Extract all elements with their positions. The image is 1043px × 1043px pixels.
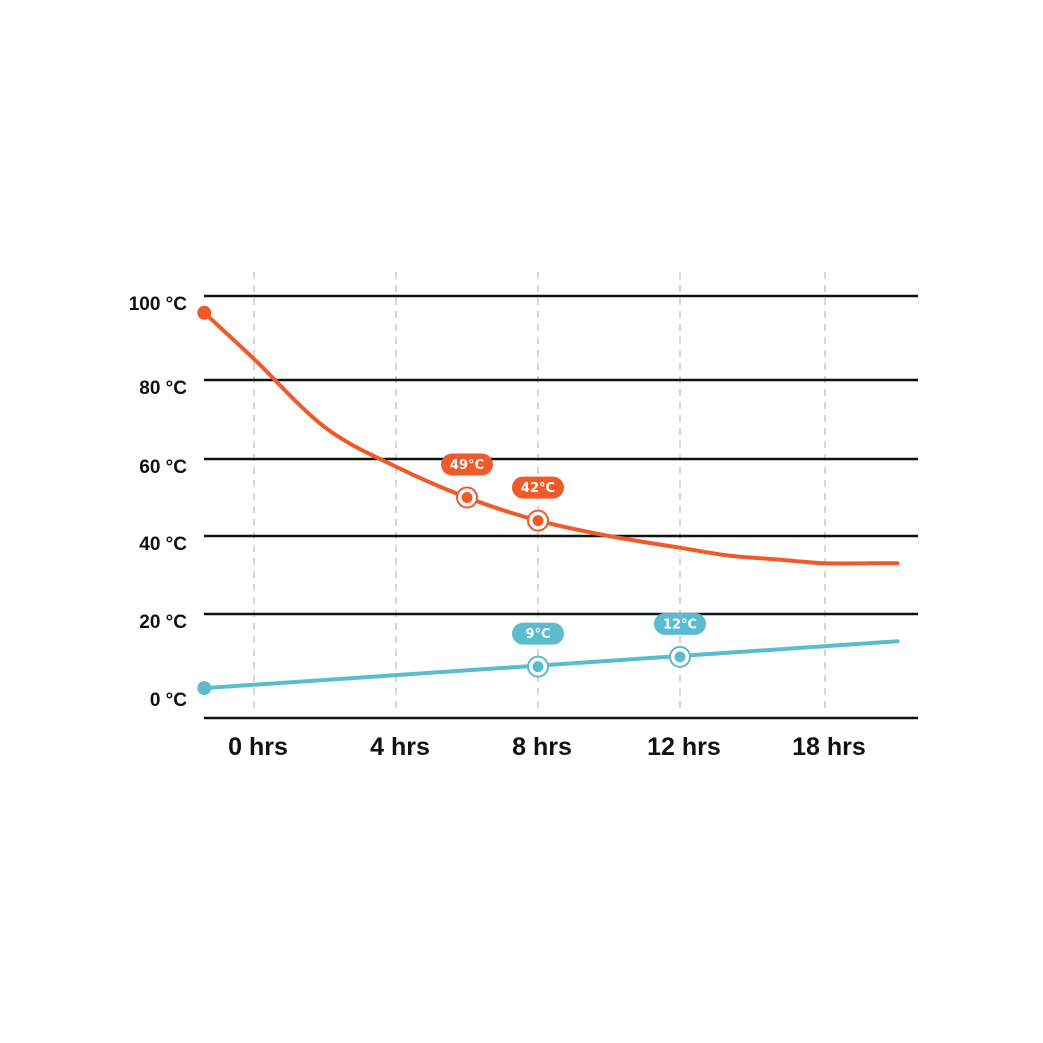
series-layer: 49°C 42°C 9°C 12°C — [197, 305, 900, 696]
series-0: 49°C 42°C — [197, 305, 900, 566]
x-tick-label: 18 hrs — [792, 733, 866, 761]
x-axis-tick-labels: 0 hrs 4 hrs 8 hrs 12 hrs 18 hrs — [228, 733, 866, 761]
series-start-point — [197, 681, 212, 696]
data-label: 9°C — [525, 627, 550, 642]
x-tick-label: 4 hrs — [370, 733, 430, 761]
data-label: 12°C — [663, 617, 697, 632]
data-label-badge — [512, 622, 564, 645]
y-tick-label: 100 °C — [129, 294, 188, 315]
data-label-badge — [512, 476, 564, 499]
y-tick-label: 80 °C — [139, 378, 187, 399]
series-1: 9°C 12°C — [197, 612, 900, 696]
data-point — [532, 661, 544, 673]
x-tick-label: 8 hrs — [512, 733, 572, 761]
series-line — [202, 310, 900, 566]
y-axis-tick-labels: 100 °C 80 °C 60 °C 40 °C 20 °C 0 °C — [129, 294, 188, 711]
data-point — [461, 492, 473, 503]
data-label: 49°C — [450, 458, 484, 473]
data-point — [532, 515, 544, 527]
y-tick-label: 60 °C — [139, 457, 187, 478]
data-label: 42°C — [521, 481, 555, 496]
y-tick-label: 20 °C — [139, 612, 187, 633]
data-label-badge — [654, 612, 706, 635]
x-tick-label: 0 hrs — [228, 733, 288, 761]
horizontal-gridlines — [204, 294, 918, 616]
series-line — [202, 639, 900, 691]
y-tick-label: 0 °C — [150, 690, 187, 711]
x-tick-label: 12 hrs — [647, 733, 721, 761]
series-start-point — [197, 305, 212, 320]
data-point — [674, 651, 686, 663]
y-tick-label: 40 °C — [139, 534, 187, 555]
data-label-badge — [441, 453, 493, 476]
